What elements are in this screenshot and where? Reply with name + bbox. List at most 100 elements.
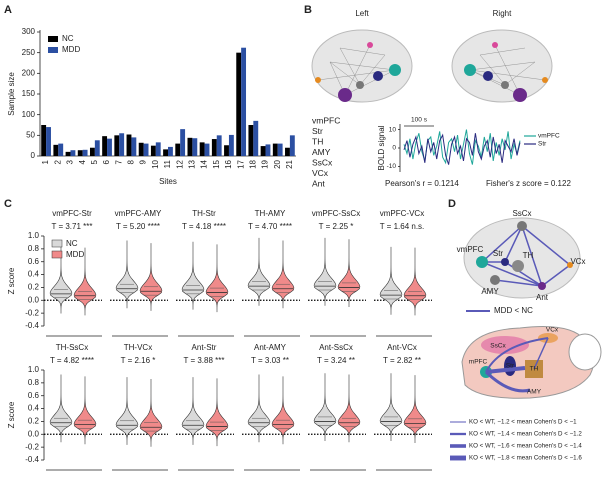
node-label: SsCx (512, 209, 531, 218)
x-tick-label: 11 (163, 159, 172, 168)
bar (155, 142, 161, 156)
y-tick-label: 0.2 (28, 417, 40, 426)
bar (107, 138, 112, 156)
y-tick-label: 0.2 (28, 283, 40, 292)
violin (73, 247, 97, 316)
region-label: VCx (312, 168, 329, 178)
brain-right (451, 29, 553, 103)
subplot-stat: T = 3.03 ** (251, 356, 289, 365)
mouse-label: Str (506, 363, 515, 370)
violin (115, 240, 139, 309)
bar (248, 125, 254, 156)
mouse-label: SsCx (490, 343, 506, 350)
panel-label: B (304, 4, 312, 16)
node-label: TH (523, 251, 534, 260)
subplot-title: vmPFC-VCx (380, 209, 424, 218)
bar (216, 135, 222, 156)
mouse-label: AMY (527, 389, 542, 396)
mouse-label: mPFC (469, 359, 488, 366)
mouse-label: TH (530, 366, 539, 373)
region-label: Str (312, 126, 323, 136)
x-tick-label: 20 (273, 159, 282, 168)
view-label: Left (355, 9, 369, 18)
subplot-stat: T = 3.88 *** (184, 356, 225, 365)
y-tick-label: 0.8 (28, 378, 40, 387)
bar (253, 120, 259, 156)
legend-label: MDD (62, 45, 80, 54)
node-label: Ant (536, 293, 549, 302)
y-tick-label: -0.4 (25, 455, 39, 464)
violin (247, 374, 271, 443)
bar (211, 139, 217, 156)
effect-label: KO < WT, −1.8 < mean Cohen's D < −1.6 (469, 455, 582, 462)
bar (187, 137, 193, 156)
effect-label: KO < WT, −1.4 < mean Cohen's D < −1.2 (469, 431, 582, 438)
x-axis-label: Sites (159, 177, 177, 186)
panel-label: D (448, 198, 456, 210)
y-tick-label: 0.6 (28, 391, 40, 400)
legend-swatch (51, 239, 63, 248)
bar (114, 135, 120, 156)
y-axis-label: Z score (7, 267, 16, 294)
y-tick-label: 0.6 (28, 257, 40, 266)
y-tick-label: 0.4 (28, 270, 40, 279)
annotation: Pearson's r = 0.1214 (385, 179, 459, 188)
legend-label: MDD < NC (494, 306, 533, 315)
bar (168, 146, 173, 156)
node-label: Str (493, 249, 504, 258)
y-tick-label: 250 (22, 48, 36, 57)
x-tick-label: 15 (212, 159, 221, 168)
violin (181, 377, 205, 445)
violin (403, 247, 427, 316)
bar (77, 150, 83, 156)
y-tick-label: 10 (389, 126, 397, 133)
bar (126, 134, 132, 156)
x-tick-label: 5 (90, 159, 99, 164)
bar (46, 127, 51, 156)
bar (138, 142, 144, 156)
bar (143, 143, 149, 156)
bar (228, 134, 234, 156)
violin (337, 239, 361, 307)
bar (265, 144, 271, 156)
bar (41, 125, 47, 156)
x-tick-label: 18 (248, 159, 257, 168)
y-tick-label: -0.2 (25, 442, 39, 451)
bar (65, 151, 71, 156)
violin (139, 243, 163, 311)
x-tick-label: 21 (285, 159, 294, 168)
legend-label: vmPFC (538, 133, 560, 140)
y-axis-label: Sample size (7, 72, 16, 116)
violin (49, 374, 73, 443)
violin (337, 374, 361, 443)
node-label: VCx (570, 257, 585, 266)
bar (53, 144, 59, 156)
panel-label: A (4, 4, 12, 16)
violin (205, 378, 229, 446)
bar (102, 136, 108, 156)
mouse-label: VCx (546, 327, 559, 334)
violin (379, 373, 403, 441)
y-tick-label: 0.8 (28, 244, 40, 253)
x-tick-label: 2 (53, 159, 62, 164)
subplot-title: TH-VCx (124, 343, 152, 352)
subplot-stat: T = 3.71 *** (52, 222, 93, 231)
subplot-stat: T = 3.24 ** (317, 356, 355, 365)
bar (192, 138, 198, 156)
bar (89, 147, 95, 156)
y-tick-label: 300 (22, 27, 36, 36)
series-line (403, 133, 521, 165)
y-tick-label: 150 (22, 89, 36, 98)
subplot-title: TH-AMY (255, 209, 286, 218)
brain-network (463, 217, 581, 299)
violin (139, 379, 163, 447)
y-axis-label: Z score (7, 401, 16, 428)
x-tick-label: 9 (139, 159, 148, 164)
violin (247, 237, 271, 306)
subplot-title: Ant-AMY (254, 343, 287, 352)
y-tick-label: -0.4 (25, 321, 39, 330)
subplot-stat: T = 5.20 **** (116, 222, 160, 231)
violin (205, 244, 229, 312)
subplot-stat: T = 4.70 **** (248, 222, 292, 231)
